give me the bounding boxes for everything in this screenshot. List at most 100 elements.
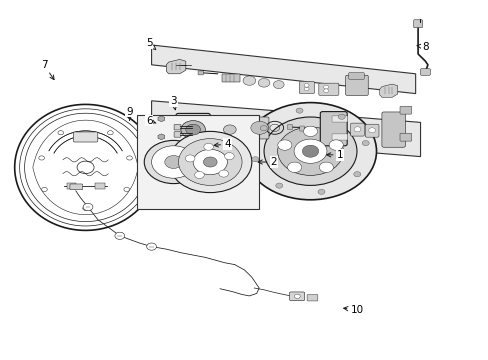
Polygon shape xyxy=(151,101,420,157)
Circle shape xyxy=(338,114,345,120)
Text: 6: 6 xyxy=(145,116,156,126)
FancyBboxPatch shape xyxy=(399,106,411,114)
Circle shape xyxy=(353,127,360,132)
FancyBboxPatch shape xyxy=(287,125,292,130)
FancyBboxPatch shape xyxy=(176,113,210,144)
Circle shape xyxy=(294,294,300,298)
Circle shape xyxy=(224,153,234,160)
Bar xyxy=(66,183,76,189)
Circle shape xyxy=(273,81,284,89)
Circle shape xyxy=(303,126,317,136)
Circle shape xyxy=(304,84,308,87)
Circle shape xyxy=(185,124,200,135)
Circle shape xyxy=(168,131,251,193)
Circle shape xyxy=(250,121,268,134)
Circle shape xyxy=(295,108,303,113)
Circle shape xyxy=(319,162,333,172)
Text: 10: 10 xyxy=(343,305,363,315)
FancyBboxPatch shape xyxy=(306,294,317,301)
Circle shape xyxy=(323,89,328,93)
Circle shape xyxy=(107,131,113,135)
Circle shape xyxy=(353,172,360,177)
FancyBboxPatch shape xyxy=(365,124,378,137)
FancyBboxPatch shape xyxy=(320,112,346,146)
Circle shape xyxy=(58,131,63,135)
Bar xyxy=(222,74,239,82)
Circle shape xyxy=(181,121,205,139)
Circle shape xyxy=(258,78,269,87)
Circle shape xyxy=(264,117,356,185)
FancyBboxPatch shape xyxy=(158,134,183,140)
Text: 8: 8 xyxy=(416,42,428,52)
FancyBboxPatch shape xyxy=(70,184,82,190)
Text: 7: 7 xyxy=(41,60,54,80)
Circle shape xyxy=(146,243,156,250)
Polygon shape xyxy=(151,45,415,94)
Text: 4: 4 xyxy=(214,139,230,149)
Circle shape xyxy=(83,203,93,211)
Circle shape xyxy=(277,140,291,150)
Polygon shape xyxy=(166,59,185,74)
FancyBboxPatch shape xyxy=(158,116,183,122)
Circle shape xyxy=(178,139,242,185)
Circle shape xyxy=(328,140,343,150)
Text: 2: 2 xyxy=(258,157,277,167)
Circle shape xyxy=(223,125,236,134)
Circle shape xyxy=(323,85,328,89)
Circle shape xyxy=(41,187,47,192)
FancyBboxPatch shape xyxy=(318,83,338,95)
Circle shape xyxy=(126,156,132,160)
Circle shape xyxy=(193,149,227,175)
Circle shape xyxy=(82,206,88,211)
Circle shape xyxy=(260,126,267,131)
Circle shape xyxy=(244,103,376,200)
Circle shape xyxy=(277,127,343,175)
FancyBboxPatch shape xyxy=(331,116,347,122)
FancyBboxPatch shape xyxy=(73,132,98,142)
Circle shape xyxy=(194,171,204,179)
Circle shape xyxy=(115,232,124,239)
Circle shape xyxy=(287,162,301,172)
Circle shape xyxy=(302,145,318,157)
Circle shape xyxy=(317,189,325,194)
Circle shape xyxy=(219,170,228,177)
FancyBboxPatch shape xyxy=(350,123,364,136)
Circle shape xyxy=(293,139,326,163)
FancyBboxPatch shape xyxy=(399,133,411,141)
Circle shape xyxy=(185,155,195,162)
Circle shape xyxy=(164,156,182,168)
Circle shape xyxy=(77,161,94,174)
FancyBboxPatch shape xyxy=(413,20,422,28)
FancyBboxPatch shape xyxy=(174,132,181,137)
FancyBboxPatch shape xyxy=(348,73,364,79)
Circle shape xyxy=(39,156,44,160)
FancyBboxPatch shape xyxy=(174,125,181,130)
FancyBboxPatch shape xyxy=(299,126,304,131)
FancyBboxPatch shape xyxy=(381,112,405,147)
Text: 5: 5 xyxy=(145,38,155,50)
Circle shape xyxy=(368,128,375,133)
FancyBboxPatch shape xyxy=(137,115,259,209)
FancyBboxPatch shape xyxy=(299,81,314,94)
FancyBboxPatch shape xyxy=(331,134,347,140)
Circle shape xyxy=(243,76,255,85)
Circle shape xyxy=(123,187,129,192)
FancyBboxPatch shape xyxy=(250,117,268,139)
FancyBboxPatch shape xyxy=(198,71,203,75)
FancyBboxPatch shape xyxy=(289,292,304,301)
FancyBboxPatch shape xyxy=(345,75,367,95)
Circle shape xyxy=(203,157,217,167)
Circle shape xyxy=(251,157,258,162)
Circle shape xyxy=(362,140,368,146)
Text: 3: 3 xyxy=(170,96,177,110)
Circle shape xyxy=(203,143,213,150)
Text: 9: 9 xyxy=(126,107,133,120)
Circle shape xyxy=(151,146,195,178)
Circle shape xyxy=(304,87,308,91)
Circle shape xyxy=(219,122,240,138)
Text: 1: 1 xyxy=(326,150,343,160)
Bar xyxy=(95,183,104,189)
Circle shape xyxy=(275,183,282,188)
FancyBboxPatch shape xyxy=(420,69,429,75)
Circle shape xyxy=(144,140,203,184)
